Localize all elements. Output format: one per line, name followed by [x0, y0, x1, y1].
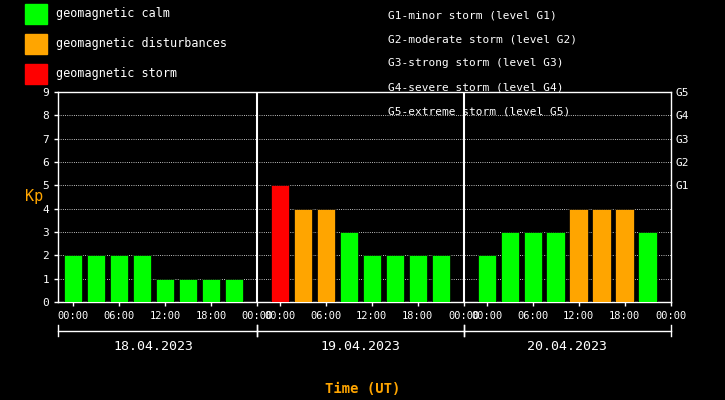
Bar — [569, 209, 588, 302]
Bar — [409, 255, 427, 302]
Text: 20.04.2023: 20.04.2023 — [527, 340, 607, 353]
Bar — [386, 255, 404, 302]
Bar — [478, 255, 496, 302]
Bar — [317, 209, 335, 302]
Bar — [87, 255, 105, 302]
Bar — [294, 209, 312, 302]
Text: 18.04.2023: 18.04.2023 — [113, 340, 194, 353]
Text: geomagnetic storm: geomagnetic storm — [56, 68, 177, 80]
Text: G1-minor storm (level G1): G1-minor storm (level G1) — [388, 10, 557, 20]
Bar — [133, 255, 151, 302]
Text: 19.04.2023: 19.04.2023 — [320, 340, 400, 353]
Bar — [639, 232, 657, 302]
Bar — [64, 255, 82, 302]
Bar — [616, 209, 634, 302]
Text: geomagnetic disturbances: geomagnetic disturbances — [56, 38, 227, 50]
Bar — [202, 279, 220, 302]
Bar — [431, 255, 450, 302]
Text: G2-moderate storm (level G2): G2-moderate storm (level G2) — [388, 34, 577, 44]
Bar — [156, 279, 174, 302]
Y-axis label: Kp: Kp — [25, 190, 43, 204]
Bar — [339, 232, 358, 302]
Bar — [225, 279, 243, 302]
Bar — [500, 232, 519, 302]
Bar — [270, 185, 289, 302]
Text: geomagnetic calm: geomagnetic calm — [56, 8, 170, 20]
Bar — [592, 209, 611, 302]
Text: Time (UT): Time (UT) — [325, 382, 400, 396]
Bar — [362, 255, 381, 302]
Bar — [547, 232, 565, 302]
Text: G4-severe storm (level G4): G4-severe storm (level G4) — [388, 82, 563, 92]
Bar — [178, 279, 197, 302]
Text: G5-extreme storm (level G5): G5-extreme storm (level G5) — [388, 106, 570, 116]
Bar — [523, 232, 542, 302]
Bar — [109, 255, 128, 302]
Text: G3-strong storm (level G3): G3-strong storm (level G3) — [388, 58, 563, 68]
